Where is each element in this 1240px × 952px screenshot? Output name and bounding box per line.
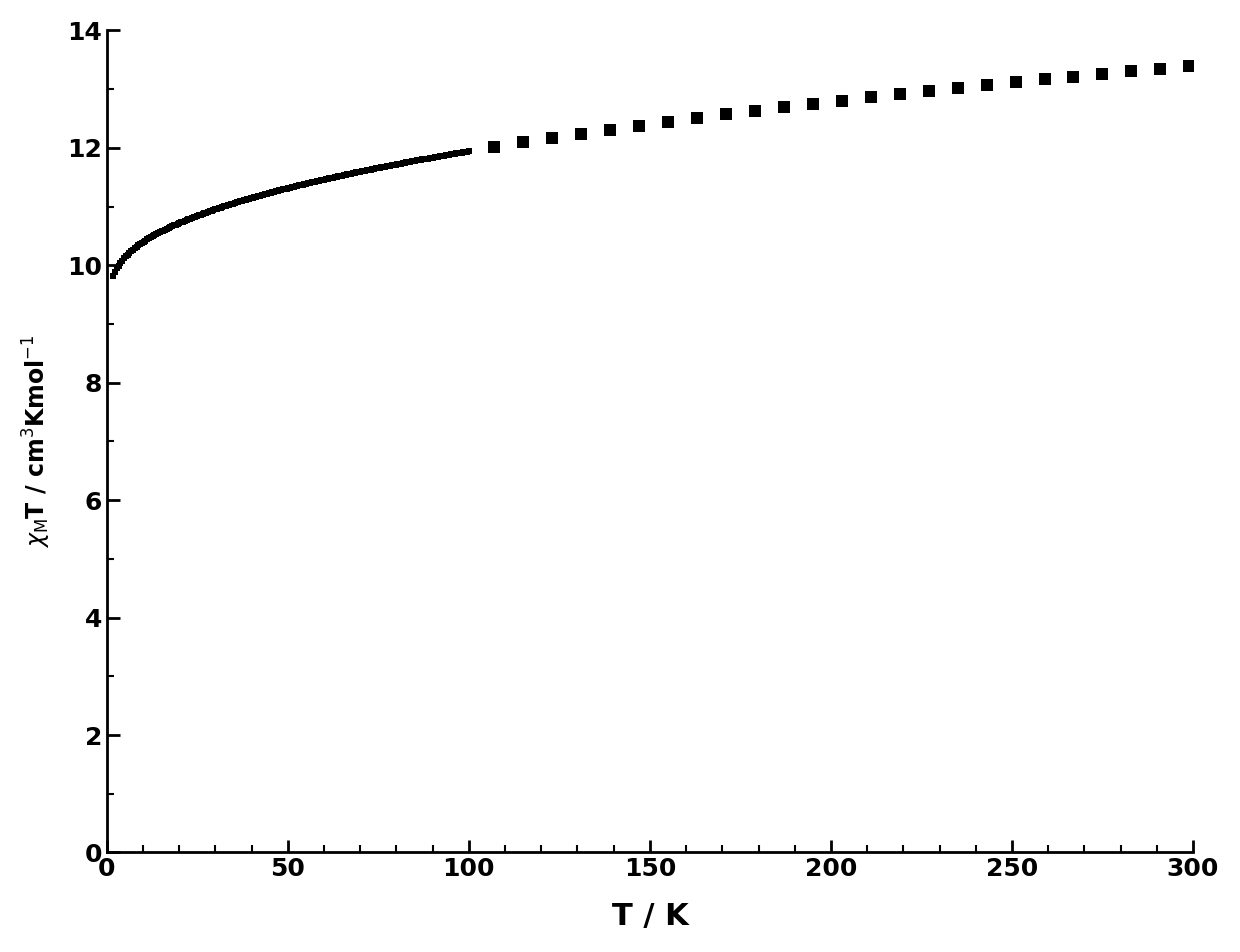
X-axis label: T / K: T / K <box>611 902 688 931</box>
Y-axis label: $\chi_{\rm M}$T / cm$^3$Kmol$^{-1}$: $\chi_{\rm M}$T / cm$^3$Kmol$^{-1}$ <box>21 335 53 548</box>
